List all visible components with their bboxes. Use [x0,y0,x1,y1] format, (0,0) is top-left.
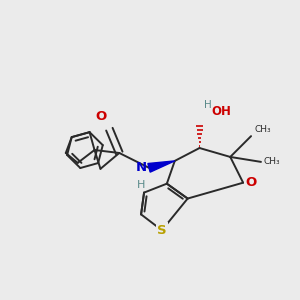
Text: N: N [136,161,147,174]
Text: O: O [245,176,256,189]
Text: H: H [137,180,145,190]
Text: CH₃: CH₃ [254,125,271,134]
Text: CH₃: CH₃ [264,158,280,166]
Text: H: H [205,100,212,110]
Text: S: S [157,224,167,237]
Text: O: O [95,110,106,123]
Text: OH: OH [212,105,231,118]
Polygon shape [148,161,175,172]
